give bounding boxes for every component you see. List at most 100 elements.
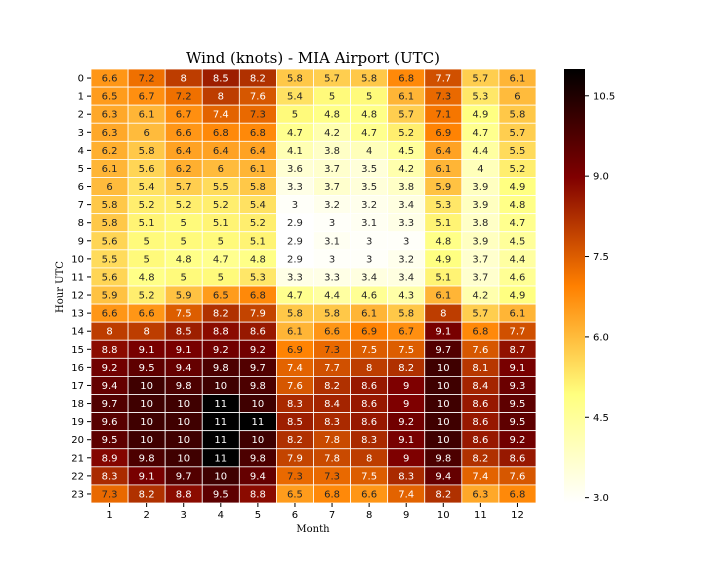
cell-value-label: 11 — [214, 399, 227, 410]
x-tick-label: 5 — [255, 510, 261, 521]
cell-value-label: 5.4 — [139, 182, 155, 193]
cell-value-label: 5.7 — [324, 74, 340, 85]
cell-value-label: 8.6 — [510, 453, 526, 464]
cell-value-label: 8.3 — [361, 435, 377, 446]
cell-value-label: 6.3 — [102, 110, 118, 121]
cell-value-label: 3.7 — [324, 164, 340, 175]
cell-value-label: 6.4 — [250, 146, 266, 157]
cell-value-label: 5.8 — [139, 146, 155, 157]
cell-value-label: 7.3 — [287, 471, 303, 482]
cell-value-label: 10 — [140, 399, 153, 410]
cell-value-label: 6.6 — [176, 128, 192, 139]
cell-value-label: 6.1 — [139, 110, 155, 121]
cell-value-label: 5.3 — [250, 272, 266, 283]
cell-value-label: 9.3 — [510, 381, 526, 392]
cell-value-label: 9.2 — [510, 435, 526, 446]
y-tick-label: 20 — [71, 435, 84, 446]
cell-value-label: 3.1 — [361, 218, 377, 229]
cell-value-label: 4.8 — [139, 272, 155, 283]
cell-value-label: 7.8 — [324, 435, 340, 446]
cell-value-label: 4.8 — [435, 236, 451, 247]
cell-value-label: 6.7 — [176, 110, 192, 121]
cell-value-label: 6.8 — [472, 327, 488, 338]
x-tick-label: 11 — [474, 510, 487, 521]
cell-value-label: 3.5 — [361, 164, 377, 175]
cell-value-label: 9.8 — [250, 381, 266, 392]
cell-value-label: 3.7 — [324, 182, 340, 193]
cell-value-label: 8.4 — [324, 399, 340, 410]
cell-value-label: 5.2 — [176, 200, 192, 211]
cell-value-label: 9.1 — [139, 345, 155, 356]
cell-value-label: 10 — [437, 417, 450, 428]
cell-value-label: 5.8 — [102, 218, 118, 229]
cell-value-label: 5.8 — [287, 74, 303, 85]
cell-value-label: 5.9 — [102, 291, 118, 302]
cell-value-label: 8.5 — [176, 327, 192, 338]
x-tick-label: 7 — [329, 510, 335, 521]
cell-value-label: 3.5 — [361, 182, 377, 193]
cell-value-label: 9.8 — [139, 453, 155, 464]
cell-value-label: 6.8 — [250, 291, 266, 302]
cell-value-label: 6.3 — [102, 128, 118, 139]
cell-value-label: 7.1 — [435, 110, 451, 121]
cell-value-label: 4.5 — [510, 236, 526, 247]
y-tick-label: 22 — [71, 471, 84, 482]
y-tick-label: 4 — [78, 146, 84, 157]
cell-value-label: 5.7 — [398, 110, 414, 121]
cell-value-label: 8 — [106, 327, 112, 338]
cell-value-label: 9.8 — [435, 453, 451, 464]
y-tick-label: 16 — [71, 363, 84, 374]
cell-value-label: 5.1 — [435, 272, 451, 283]
cell-value-label: 3.8 — [398, 182, 414, 193]
cell-value-label: 3 — [366, 254, 372, 265]
x-axis-ticks: 1 2 3 4 5 6 7 8 9 10 11 12 — [106, 503, 524, 521]
colorbar-tick-label: 6.0 — [593, 332, 609, 343]
y-tick-label: 2 — [78, 110, 84, 121]
x-tick-label: 2 — [143, 510, 149, 521]
cell-value-label: 10 — [177, 399, 190, 410]
cell-value-label: 7.5 — [398, 345, 414, 356]
cell-value-label: 8.2 — [287, 435, 303, 446]
cell-value-label: 9.7 — [102, 399, 118, 410]
cell-value-label: 6.4 — [435, 146, 451, 157]
cell-value-label: 5.3 — [472, 92, 488, 103]
cell-value-label: 9.1 — [139, 471, 155, 482]
cell-value-label: 8.6 — [361, 381, 377, 392]
cell-value-label: 8.4 — [472, 381, 488, 392]
cell-value-label: 5.1 — [435, 218, 451, 229]
cell-value-label: 5 — [181, 272, 187, 283]
cell-value-label: 4.8 — [510, 200, 526, 211]
cell-value-label: 5.4 — [287, 92, 303, 103]
cell-value-label: 10 — [214, 471, 227, 482]
cell-value-label: 6.3 — [472, 489, 488, 500]
cell-value-label: 6.8 — [398, 74, 414, 85]
cell-value-label: 5 — [181, 236, 187, 247]
cell-value-label: 7.4 — [472, 471, 488, 482]
cell-value-label: 7.6 — [472, 345, 488, 356]
cell-value-label: 4.2 — [324, 128, 340, 139]
y-tick-label: 17 — [71, 381, 84, 392]
cell-value-label: 7.7 — [510, 327, 526, 338]
cell-value-label: 5 — [143, 236, 149, 247]
cell-value-label: 5.9 — [176, 291, 192, 302]
y-tick-label: 3 — [78, 128, 84, 139]
x-axis-label: Month — [296, 524, 330, 535]
cell-value-label: 9.1 — [435, 327, 451, 338]
cell-value-label: 5.8 — [102, 200, 118, 211]
y-tick-label: 12 — [71, 291, 84, 302]
cell-value-label: 7.9 — [287, 453, 303, 464]
colorbar-tick-label: 4.5 — [593, 413, 609, 424]
y-tick-label: 14 — [71, 327, 84, 338]
cell-value-label: 7.5 — [176, 309, 192, 320]
cell-value-label: 9.4 — [176, 363, 192, 374]
cell-value-label: 6.9 — [287, 345, 303, 356]
cell-value-label: 7.6 — [510, 471, 526, 482]
cell-value-label: 8.2 — [324, 381, 340, 392]
cell-value-label: 10 — [177, 417, 190, 428]
cell-value-label: 7.5 — [361, 345, 377, 356]
cell-value-label: 3.2 — [361, 200, 377, 211]
cell-value-label: 7.8 — [324, 453, 340, 464]
cell-value-label: 9.8 — [250, 453, 266, 464]
cell-value-label: 8.6 — [472, 399, 488, 410]
